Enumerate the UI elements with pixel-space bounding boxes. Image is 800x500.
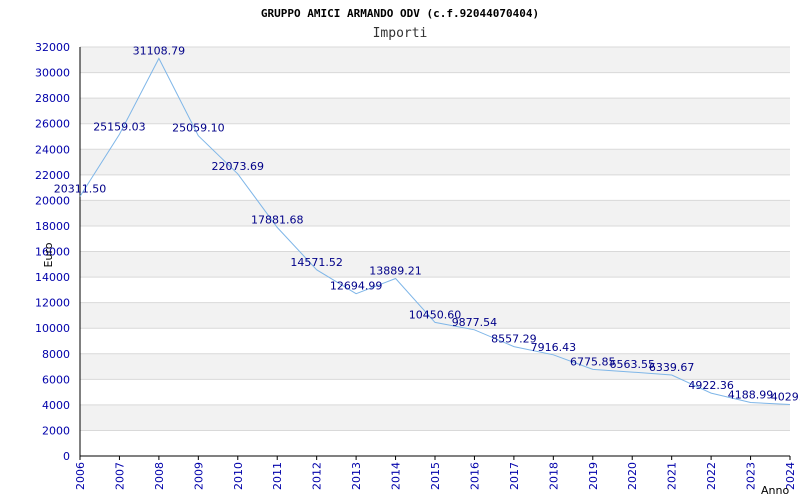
- x-axis-ticks: 2006 2007 2008 2009 2010 2011 2012 2013 2014 2015…: [74, 456, 797, 490]
- x-tick-label: 2019: [587, 462, 600, 490]
- data-label: 12694.99: [330, 280, 383, 293]
- x-tick-label: 2011: [271, 462, 284, 490]
- y-tick-label: 10000: [35, 322, 70, 335]
- y-tick-label: 2000: [42, 424, 70, 437]
- x-tick-label: 2009: [192, 462, 205, 490]
- data-label: 25059.10: [172, 122, 225, 135]
- data-label: 8557.29: [491, 333, 537, 346]
- x-tick-label: 2014: [390, 462, 403, 490]
- y-axis-ticks: 0 2000 4000 6000 8000 10000 12000 14000 16000 180…: [35, 41, 70, 463]
- data-label: 25159.03: [93, 120, 146, 133]
- y-tick-label: 32000: [35, 41, 70, 54]
- chart-title: GRUPPO AMICI ARMANDO ODV (c.f.9204407040…: [261, 7, 539, 20]
- x-tick-label: 2016: [468, 462, 481, 490]
- y-tick-label: 12000: [35, 297, 70, 310]
- series-line: [79, 57, 791, 405]
- y-axis-label: Euro: [42, 242, 55, 267]
- data-label: 6339.67: [649, 361, 695, 374]
- x-tick-label: 2017: [508, 462, 521, 490]
- data-label: 17881.68: [251, 213, 304, 226]
- y-tick-label: 6000: [42, 373, 70, 386]
- y-tick-label: 0: [63, 450, 70, 463]
- background-band: [80, 98, 790, 124]
- y-tick-label: 20000: [35, 194, 70, 207]
- axes: [79, 47, 790, 457]
- background-band: [80, 302, 790, 329]
- y-tick-label: 22000: [35, 169, 70, 182]
- y-tick-label: 18000: [35, 220, 70, 233]
- data-label: 6563.55: [609, 358, 655, 371]
- x-tick-label: 2008: [153, 462, 166, 490]
- background-band: [80, 404, 790, 431]
- data-label: 14571.52: [290, 256, 343, 269]
- data-labels: 20311.50 25159.03 31108.79 25059.10 22073.69…: [54, 44, 800, 403]
- x-tick-label: 2023: [745, 462, 758, 490]
- data-label: 7916.43: [531, 341, 577, 354]
- y-tick-label: 16000: [35, 246, 70, 259]
- background-bands: [80, 47, 790, 431]
- x-tick-label: 2006: [74, 462, 87, 490]
- x-tick-label: 2015: [429, 462, 442, 490]
- y-tick-label: 30000: [35, 67, 70, 80]
- chart-subtitle: Importi: [373, 26, 428, 41]
- data-label: 4922.36: [688, 379, 734, 392]
- background-band: [80, 149, 790, 175]
- data-label: 22073.69: [212, 160, 265, 173]
- y-tick-label: 8000: [42, 348, 70, 361]
- background-band: [80, 47, 790, 73]
- data-label: 4188.99: [728, 388, 774, 401]
- x-tick-label: 2012: [311, 462, 324, 490]
- background-band: [80, 251, 790, 278]
- data-label: 13889.21: [369, 264, 422, 277]
- data-label: 10450.60: [409, 308, 462, 321]
- x-tick-label: 2020: [626, 462, 639, 490]
- x-tick-label: 2013: [350, 462, 363, 490]
- series-line-group: [79, 57, 791, 405]
- x-tick-label: 2024: [784, 462, 797, 490]
- data-label: 20311.50: [54, 182, 107, 195]
- y-tick-label: 26000: [35, 118, 70, 131]
- y-tick-label: 14000: [35, 271, 70, 284]
- x-axis-label: Anno: [761, 484, 789, 497]
- x-tick-label: 2021: [666, 462, 679, 490]
- data-label: 9877.54: [452, 316, 498, 329]
- x-tick-label: 2022: [705, 462, 718, 490]
- data-label: 31108.79: [133, 44, 186, 57]
- data-label: 6775.85: [570, 355, 616, 368]
- y-tick-label: 28000: [35, 92, 70, 105]
- y-tick-label: 4000: [42, 399, 70, 412]
- x-tick-label: 2007: [113, 462, 126, 490]
- data-label: 4029.4: [771, 390, 800, 403]
- x-tick-label: 2010: [232, 462, 245, 490]
- y-tick-label: 24000: [35, 143, 70, 156]
- background-band: [80, 200, 790, 226]
- x-tick-label: 2018: [547, 462, 560, 490]
